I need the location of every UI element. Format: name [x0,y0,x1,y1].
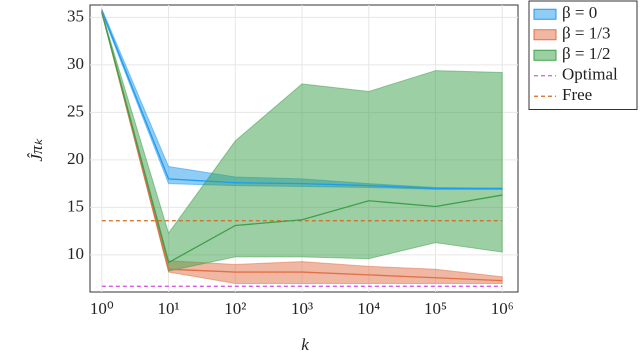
y-tick-label: 30 [67,54,84,73]
legend-swatch [533,49,557,61]
y-tick-label: 35 [67,6,84,25]
y-tick-label: 25 [67,101,84,120]
x-axis-label: k [301,335,309,354]
x-tick-label: 10⁰ [90,299,114,318]
y-axis-label: Ĵπₖ [27,138,46,162]
legend-swatch [533,8,557,20]
x-tick-label: 10⁵ [424,299,447,318]
legend-label: β = 0 [562,3,597,22]
band [101,12,503,272]
x-tick-label: 10⁴ [357,299,380,318]
x-tick-label: 10¹ [158,299,180,318]
plot-frame [89,4,519,293]
line [101,12,503,264]
legend-label: β = 1/3 [562,24,610,43]
y-tick-label: 10 [67,244,84,263]
line [101,10,503,190]
legend-label: Optimal [562,65,618,84]
legend-swatch [533,29,557,41]
x-tick-label: 10² [224,299,246,318]
y-tick-label: 15 [67,196,84,215]
legend-label: β = 1/2 [562,44,610,63]
line [101,11,503,282]
x-tick-label: 10³ [291,299,313,318]
legend-label: Free [562,85,592,104]
x-tick-label: 10⁶ [491,299,514,318]
band [101,10,503,284]
y-tick-label: 20 [67,149,84,168]
